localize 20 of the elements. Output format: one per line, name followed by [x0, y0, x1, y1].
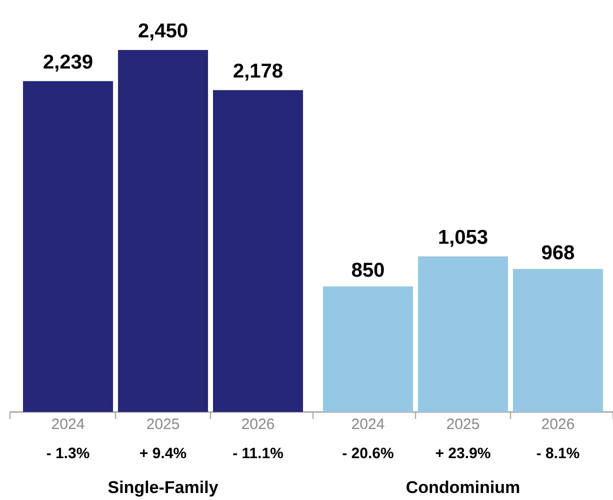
text: Single-Family	[108, 480, 218, 497]
text: - 20.6%	[342, 448, 394, 458]
data-label: 2,239	[44, 54, 92, 72]
text: Condominium	[406, 480, 520, 494]
text: + 9.4%	[140, 448, 186, 458]
text: - 1.3%	[46, 448, 90, 458]
x-tick-label: 2024	[52, 418, 84, 430]
data-label: 850	[352, 262, 384, 277]
x-tick-label: 2024	[352, 418, 384, 430]
data-label: 1,053	[439, 230, 488, 247]
text: - 8.1%	[536, 448, 580, 458]
text: - 11.1%	[233, 448, 284, 458]
text: + 23.9%	[436, 448, 490, 458]
data-label: 968	[542, 245, 574, 260]
x-tick-label: 2026	[242, 418, 274, 430]
data-label: 2,178	[234, 64, 282, 81]
x-tick-label: 2025	[447, 418, 480, 430]
x-tick-label: 2025	[147, 418, 180, 430]
data-label: 2,450	[138, 23, 188, 40]
x-tick-label: 2026	[542, 418, 574, 430]
